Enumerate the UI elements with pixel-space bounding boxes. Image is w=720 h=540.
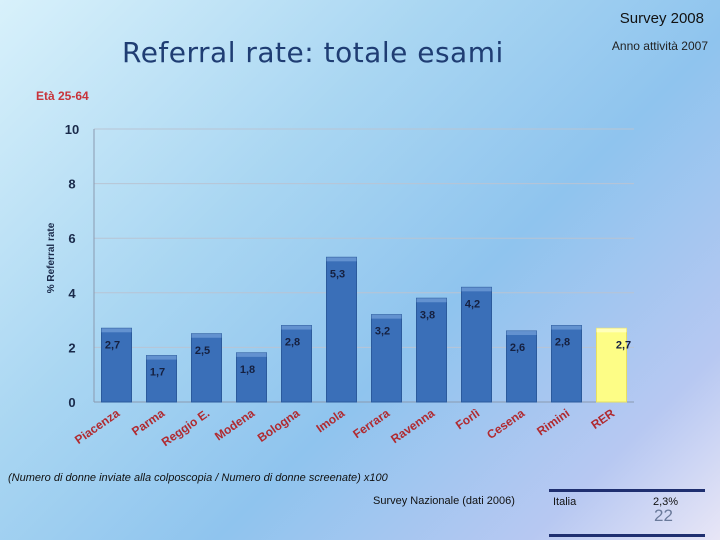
x-tick-label: Piacenza	[72, 406, 122, 447]
value-label: 2,7	[616, 339, 631, 351]
value-label: 5,3	[330, 268, 345, 280]
y-axis-label: % Referral rate	[46, 222, 57, 293]
y-tick-label: 0	[68, 395, 75, 410]
value-label: 2,6	[510, 342, 525, 354]
bar-highlight	[146, 355, 177, 360]
bar-highlight	[371, 314, 402, 319]
y-tick-label: 10	[65, 122, 79, 137]
slide-title: Referral rate: totale esami	[122, 36, 504, 69]
reference-rule-top	[549, 489, 705, 492]
y-tick-label: 4	[68, 286, 76, 301]
x-tick-label: Modena	[212, 406, 257, 444]
value-label: 2,8	[555, 337, 570, 349]
bar-highlight	[101, 328, 132, 333]
x-tick-label: RER	[588, 406, 617, 432]
bar	[551, 325, 582, 403]
survey-title: Survey 2008	[619, 10, 704, 27]
bar	[416, 297, 447, 403]
x-tick-label: Bologna	[255, 406, 303, 445]
y-tick-label: 6	[68, 231, 75, 246]
bar-highlight	[551, 325, 582, 330]
y-tick-label: 8	[68, 177, 75, 192]
bar	[101, 327, 132, 403]
bar-chart: 0 2 4 6 8 10 % Referral rate 2,7 1,7 2,5 1,8 2,8 5…	[46, 122, 634, 449]
bar	[506, 330, 537, 403]
reference-source: Survey Nazionale (dati 2006)	[373, 495, 515, 507]
bar	[281, 325, 312, 403]
bar	[146, 355, 177, 403]
value-label: 4,2	[465, 298, 480, 310]
x-tick-label: Imola	[314, 406, 348, 436]
x-tick-label: Cesena	[484, 406, 527, 442]
y-tick-label: 2	[68, 340, 75, 355]
bar-highlight	[461, 287, 492, 292]
x-tick-label: Reggio E.	[159, 406, 212, 449]
bar-highlight	[191, 333, 222, 338]
reference-value: 2,3%	[653, 496, 679, 508]
bar-highlight	[326, 257, 357, 262]
value-label: 1,8	[240, 364, 255, 376]
value-label: 2,5	[195, 345, 210, 357]
formula-footnote: (Numero di donne inviate alla colposcopi…	[8, 472, 388, 484]
value-labels: 2,7 1,7 2,5 1,8 2,8 5,3 3,2 3,8 4,2 2,6 2,8 2,7	[105, 268, 631, 378]
x-tick-label: Parma	[129, 406, 167, 439]
chart-grid	[94, 128, 634, 348]
year-note: Anno attività 2007	[611, 39, 708, 53]
bars	[101, 256, 627, 403]
bar-highlight	[281, 325, 312, 330]
reference-rule-bottom	[549, 534, 705, 537]
value-label: 3,2	[375, 326, 390, 338]
x-tick-label: Ferrara	[350, 406, 392, 441]
reference-country: Italia	[553, 496, 577, 508]
value-label: 3,8	[420, 309, 435, 321]
bar-highlight	[596, 328, 627, 333]
bar-highlight	[416, 298, 447, 303]
bar-highlight	[236, 352, 267, 357]
age-group-label: Età 25-64	[36, 89, 89, 103]
bar	[236, 352, 267, 403]
value-label: 2,7	[105, 339, 120, 351]
value-label: 1,7	[150, 367, 165, 379]
x-tick-label: Forlì	[453, 406, 482, 432]
y-axis-ticks: 0 2 4 6 8 10	[65, 122, 79, 410]
page-number: 22	[654, 506, 673, 525]
x-tick-label: Ravenna	[388, 406, 437, 446]
bar	[596, 327, 627, 403]
x-tick-label: Rimini	[534, 406, 572, 439]
bar-highlight	[506, 331, 537, 336]
bar	[326, 256, 357, 403]
value-label: 2,8	[285, 337, 300, 349]
bar	[371, 314, 402, 403]
